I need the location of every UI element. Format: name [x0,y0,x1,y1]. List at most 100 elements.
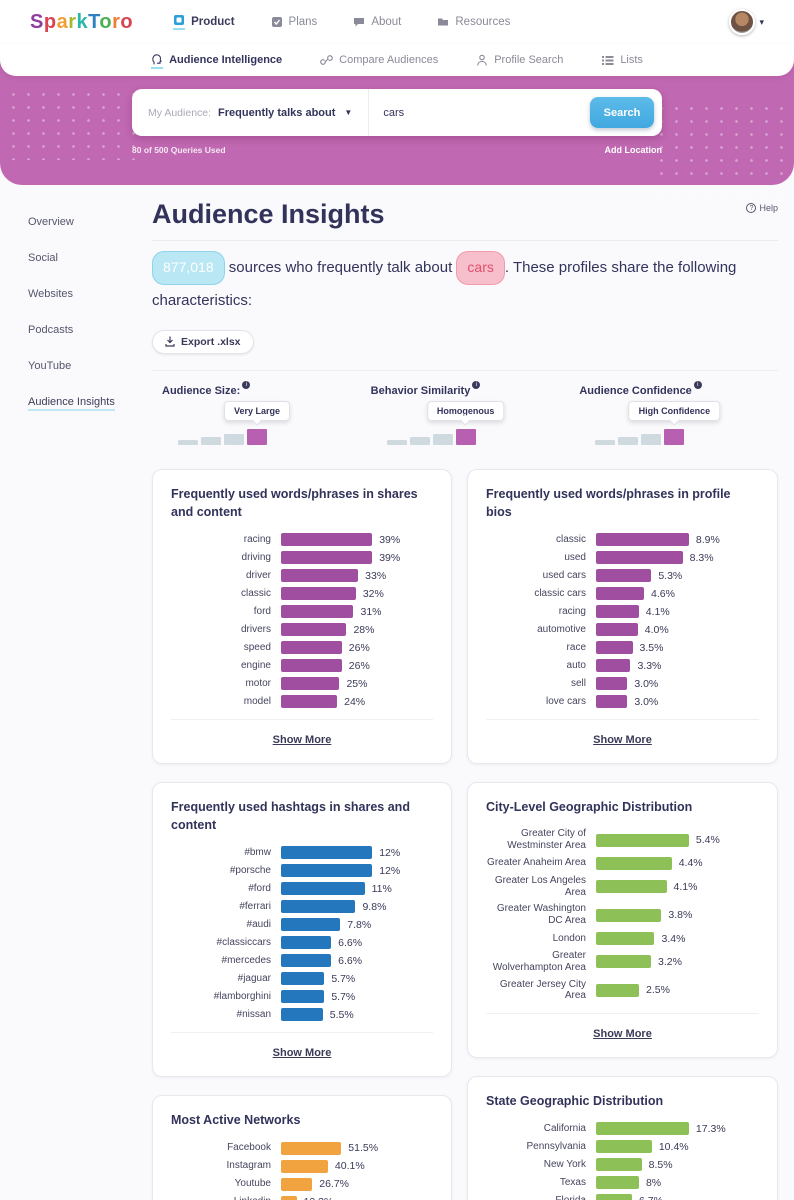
bar-track: 51.5% [281,1141,433,1155]
tab-audience-intelligence[interactable]: Audience Intelligence [151,52,282,69]
bar-row: Greater Los Angeles Area 4.1% [486,875,759,899]
bar-row: Youtube 26.7% [171,1177,433,1191]
tab-lists[interactable]: Lists [601,54,643,66]
help-button[interactable]: ? Help [746,203,778,213]
bar-row: Linkedin 13.3% [171,1195,433,1200]
audience-type-dropdown[interactable]: My Audience: Frequently talks about ▼ [132,89,370,136]
bar-value-label: 5.7% [331,990,356,1003]
nav-item-about[interactable]: About [353,16,401,28]
tab-label: Audience Intelligence [169,54,283,66]
chart-title: Frequently used words/phrases in shares … [171,486,418,520]
bar [281,551,373,565]
info-icon[interactable]: i [472,380,481,389]
bar [281,1177,313,1191]
bar-track: 4.1% [596,605,759,619]
logo-letter: p [43,10,57,33]
meter-bar [595,439,616,445]
show-more-link[interactable]: Show More [272,734,332,747]
meter-audience-size: Audience Size: i Very Large [152,380,361,447]
logo[interactable]: SparkToro [30,11,133,34]
bar-value-label: 24% [344,695,366,708]
sidebar-item-audience-insights[interactable]: Audience Insights [28,396,115,411]
bar-value-label: 4.1% [645,605,670,618]
add-location-link[interactable]: Add Location [604,145,663,155]
sidebar-item-social[interactable]: Social [28,252,58,264]
meter-badge: Very Large [223,400,291,421]
person-icon [476,54,488,66]
nav-item-label: Resources [455,16,511,28]
meter-bar [432,433,453,445]
bar-row: sell 3.0% [486,677,759,691]
bar-track: 13.3% [281,1195,433,1200]
search-button[interactable]: Search [590,97,654,128]
bar [596,833,689,847]
bar-category-label: racing [243,533,271,545]
sidebar-item-podcasts[interactable]: Podcasts [28,324,74,336]
download-icon [165,336,175,347]
bar-track: 3.2% [596,955,759,969]
bar-track: 3.8% [596,908,759,922]
chart-rows: #bmw 12% #porsche 12% #ford 11% #ferrari 9.8% #a… [171,846,433,1022]
show-more-section: Show More [486,1013,759,1042]
bar-category-label: Texas [559,1176,586,1188]
info-icon[interactable]: i [693,380,702,389]
nav-item-resources[interactable]: Resources [437,16,510,28]
bar-row: Texas 8% [486,1176,759,1190]
bar-row: used cars 5.3% [486,569,759,583]
chart-card-networks: Most Active Networks Facebook 51.5% Instag… [152,1095,452,1200]
bar-track: 5.5% [281,1008,433,1022]
bar-category-label: racing [558,605,586,617]
sidebar-item-overview[interactable]: Overview [28,216,74,228]
bar-track: 9.8% [281,900,433,914]
bar-category-label: speed [243,641,271,653]
chart-card-hashtags: Frequently used hashtags in shares and c… [152,782,452,1078]
meter-bar [664,428,685,445]
info-icon[interactable]: i [242,380,251,389]
bar-value-label: 39% [379,551,401,564]
bar-row: Greater Anaheim Area 4.4% [486,856,759,870]
bar-track: 6.6% [281,954,433,968]
bar-track: 11% [281,882,433,896]
bar-row: #lamborghini 5.7% [171,990,433,1004]
tab-compare-audiences[interactable]: Compare Audiences [320,54,438,66]
show-more-link[interactable]: Show More [272,1047,332,1060]
tab-profile-search[interactable]: Profile Search [476,54,563,66]
bar-track: 32% [281,587,433,601]
chevron-down-icon: ▾ [759,16,764,27]
show-more-link[interactable]: Show More [593,734,652,747]
bar-category-label: auto [566,659,586,671]
bar-category-label: Pennsylvania [526,1140,586,1152]
bar-track: 4.4% [596,856,759,870]
chart-title: City-Level Geographic Distribution [486,800,693,815]
bar-track: 26% [281,641,433,655]
export-xlsx-button[interactable]: Export .xlsx [152,329,254,354]
bar [596,623,638,637]
bar-category-label: #ford [248,882,271,894]
audience-query-input[interactable] [369,106,590,119]
bar-row: speed 26% [171,641,433,655]
bar [596,1176,639,1190]
sidebar-item-youtube[interactable]: YouTube [28,360,72,372]
main-nav: Product Plans About Resources [173,14,729,30]
bar-category-label: race [566,641,586,653]
bar [596,695,628,709]
account-menu[interactable]: ▾ [729,9,764,35]
bar [281,623,347,637]
bar-category-label: #bmw [244,846,271,858]
bar [281,990,325,1004]
bar-category-label: used cars [542,569,586,581]
sidebar-item-websites[interactable]: Websites [28,288,74,300]
bar-track: 7.8% [281,918,433,932]
chart-card-words-bios: Frequently used words/phrases in profile… [467,468,778,765]
bar-track: 8.5% [596,1158,759,1172]
bar-track: 12% [281,864,433,878]
bar-track: 6.6% [281,936,433,950]
meter-label: Audience Confidence [579,384,692,397]
avatar [729,9,756,35]
meter-bars [178,428,267,445]
nav-item-product[interactable]: Product [173,14,235,30]
nav-item-plans[interactable]: Plans [271,16,317,28]
chart-title: Frequently used hashtags in shares and c… [171,800,410,833]
show-more-link[interactable]: Show More [593,1028,652,1041]
bar [281,1141,342,1155]
